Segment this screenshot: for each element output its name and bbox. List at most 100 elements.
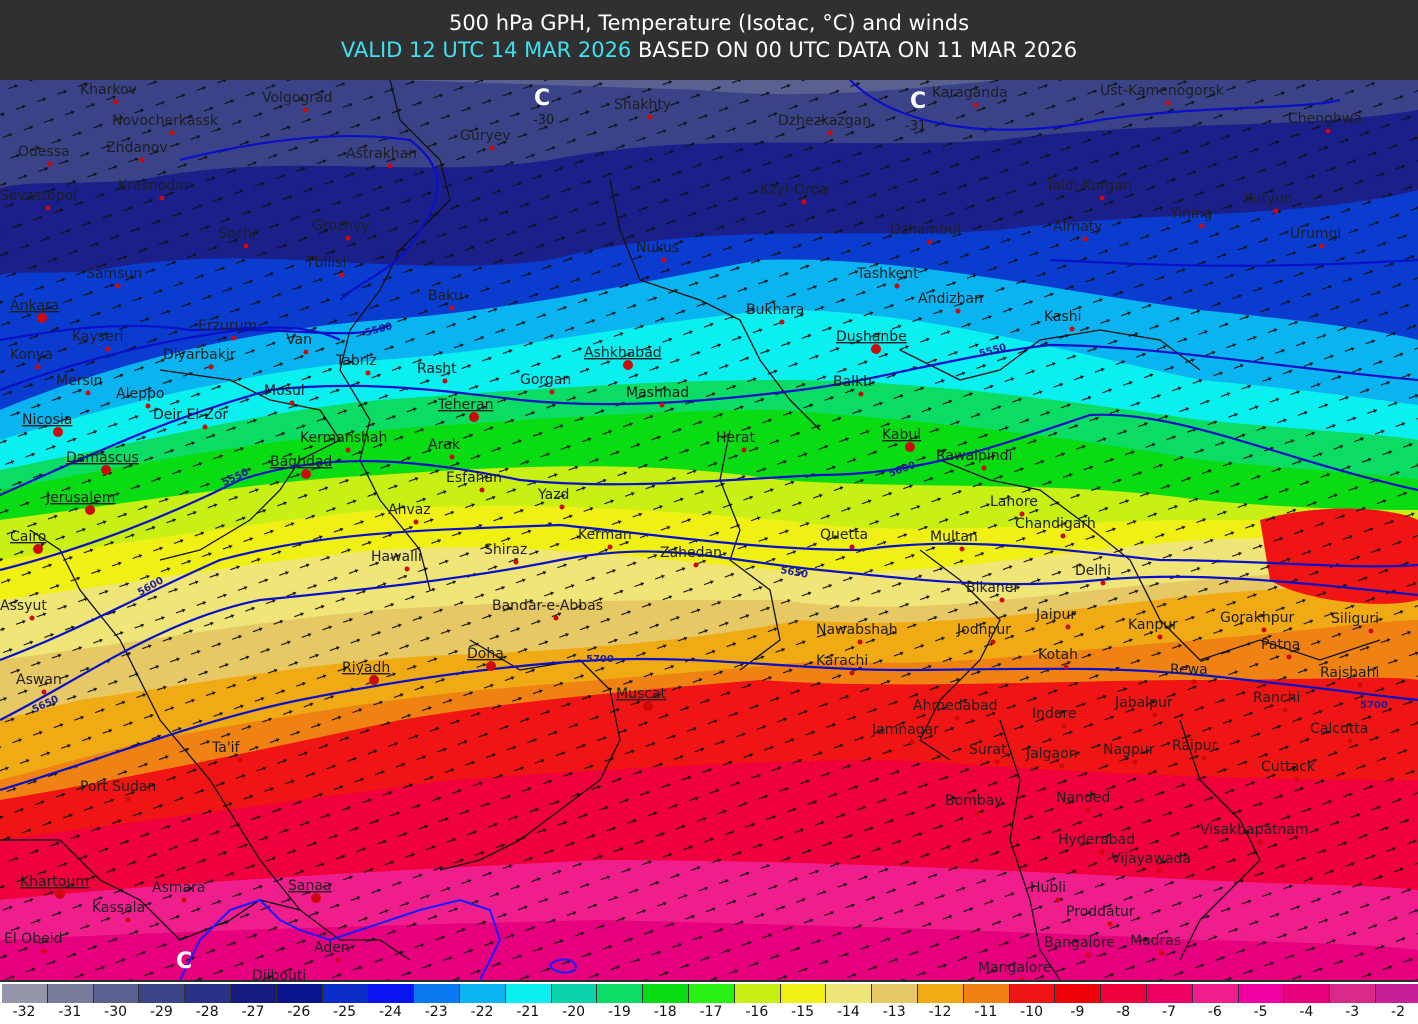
city-label: Mosul	[264, 383, 305, 399]
legend-label: -8	[1116, 1004, 1131, 1020]
temperature-legend: -32 -31 -30 -29 -28 -27 -26 -25 -24 -23 -22 -21 -20 -…	[0, 982, 1418, 1024]
legend-label: -29	[149, 1004, 173, 1020]
city-marker	[607, 544, 613, 550]
city-marker	[1099, 195, 1105, 201]
city-marker	[335, 957, 341, 963]
weather-map[interactable]: 5500 5550 5550 5600 5600 5650 5650 5700 …	[0, 80, 1418, 980]
city-label: Kanpur	[1128, 617, 1178, 633]
city-marker	[549, 389, 555, 395]
city-label: Urumqi	[1290, 226, 1341, 242]
city-label: Quetta	[820, 527, 868, 543]
low-center-value: -31	[905, 119, 926, 134]
legend-label: -19	[607, 1004, 631, 1020]
city-label: Dzhambul	[890, 222, 961, 238]
city-label: Karaganda	[932, 85, 1008, 101]
city-label: Nagpur	[1103, 742, 1155, 758]
city-marker	[101, 465, 111, 475]
city-marker	[999, 597, 1005, 603]
city-marker	[181, 897, 187, 903]
legend-label: -28	[195, 1004, 219, 1020]
city-marker	[139, 157, 145, 163]
city-label: Volgograd	[262, 90, 333, 106]
legend-swatch	[460, 984, 506, 1003]
city-label: Ankara	[10, 298, 59, 314]
city-marker	[1085, 952, 1091, 958]
legend-swatch	[93, 984, 140, 1003]
city-marker	[55, 889, 65, 899]
city-label: Bombay	[945, 793, 1003, 809]
city-label: Patna	[1261, 637, 1300, 653]
low-center-symbol: C	[910, 89, 926, 114]
city-label: Gorgan	[520, 372, 571, 388]
city-marker	[955, 308, 961, 314]
city-label: Kzyl-Orda	[760, 182, 828, 198]
city-marker	[47, 161, 53, 167]
city-label: Sochi	[218, 226, 256, 242]
legend-swatch	[963, 984, 1010, 1003]
city-label: Madras	[1130, 933, 1181, 949]
city-label: Almaty	[1053, 219, 1102, 235]
legend-swatch	[322, 984, 369, 1003]
city-label: Kayseri	[72, 329, 123, 345]
city-marker	[449, 305, 455, 311]
city-marker	[1261, 627, 1267, 633]
based-on-time: BASED ON 00 UTC DATA ON 11 MAR 2026	[637, 38, 1078, 62]
legend-label: -9	[1070, 1004, 1085, 1020]
city-label: Jodhpur	[956, 622, 1011, 638]
city-label: Siliguri	[1331, 611, 1379, 627]
city-marker	[85, 390, 91, 396]
city-marker	[387, 163, 393, 169]
city-marker	[849, 670, 855, 676]
city-label: Damascus	[66, 450, 139, 466]
city-marker	[894, 283, 900, 289]
legend-swatch	[918, 984, 964, 1003]
map-subtitle: VALID 12 UTC 14 MAR 2026 BASED ON 00 UTC…	[0, 38, 1418, 62]
city-marker	[647, 114, 653, 120]
city-marker	[741, 447, 747, 453]
city-label: Herat	[716, 430, 755, 446]
city-marker	[301, 469, 311, 479]
legend-label: -10	[1020, 1004, 1044, 1020]
city-marker	[1191, 679, 1197, 685]
city-marker	[45, 205, 51, 211]
city-marker	[779, 319, 785, 325]
legend-label: -23	[424, 1004, 448, 1020]
legend-label: -17	[699, 1004, 723, 1020]
city-label: Samsun	[86, 266, 142, 282]
legend-swatch	[597, 984, 644, 1003]
city-marker	[33, 544, 43, 554]
city-label: Deir El-Zor	[153, 407, 228, 423]
city-marker	[981, 465, 987, 471]
legend-label: -11	[974, 1004, 998, 1020]
legend-label: -30	[104, 1004, 128, 1020]
city-label: Dushanbe	[836, 329, 907, 345]
city-label: Bangalore	[1044, 935, 1115, 951]
city-marker	[489, 145, 495, 151]
city-label: Chandigarh	[1015, 516, 1096, 532]
city-marker	[237, 757, 243, 763]
city-label: Shakhty	[614, 97, 671, 113]
city-label: Asmara	[152, 880, 205, 896]
city-label: Vijayawada	[1111, 851, 1191, 867]
city-label: Chenghwa	[1288, 111, 1362, 127]
legend-swatch	[1330, 984, 1376, 1003]
city-marker	[1159, 950, 1165, 956]
city-marker	[208, 364, 214, 370]
city-label: Doha	[467, 646, 504, 662]
city-marker	[1019, 977, 1025, 980]
city-marker	[339, 272, 345, 278]
city-label: Hubli	[1030, 880, 1066, 896]
city-label: Odessa	[18, 144, 70, 160]
city-label: Rasht	[417, 361, 457, 377]
city-marker	[1199, 223, 1205, 229]
city-label: Indore	[1032, 706, 1077, 722]
city-marker	[1347, 738, 1353, 744]
legend-label: -15	[791, 1004, 815, 1020]
city-label: Tbilisi	[305, 255, 346, 271]
city-label: Bikaner	[966, 580, 1019, 596]
city-label: Lahore	[990, 494, 1038, 510]
city-marker	[449, 454, 455, 460]
city-marker	[311, 893, 321, 903]
low-markers: C -30 C -31 C	[176, 86, 926, 974]
city-marker	[973, 102, 979, 108]
